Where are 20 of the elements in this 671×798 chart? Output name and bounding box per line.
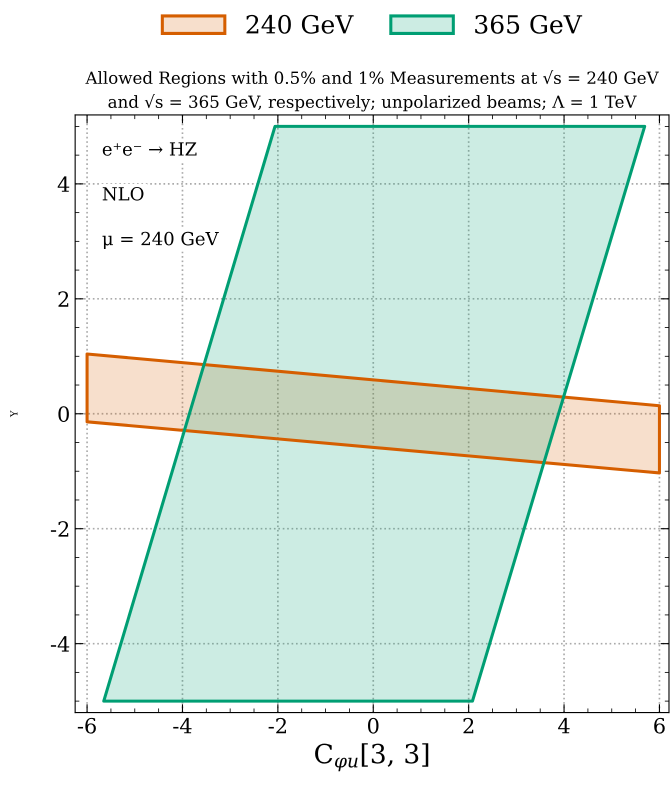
- x-tick-label: 6: [654, 718, 665, 734]
- x-tick-label: -6: [78, 718, 96, 734]
- y-tick-label: 4: [58, 176, 70, 192]
- y-tick-label: -4: [50, 636, 70, 652]
- annotation: μ = 240 GeV: [102, 232, 219, 249]
- y-axis-title: Y: [10, 410, 18, 418]
- annotation: NLO: [102, 186, 144, 201]
- x-tick-label: 4: [558, 718, 570, 734]
- y-tick-label: -2: [50, 521, 68, 537]
- legend-label: 365 GeV: [475, 14, 582, 34]
- x-tick-label: 0: [368, 718, 379, 734]
- x-tick-label: -2: [268, 718, 286, 734]
- annotation: e⁺e⁻ → HZ: [102, 142, 196, 156]
- y-tick-label: 2: [58, 291, 68, 307]
- x-tick-label: -4: [173, 718, 192, 734]
- y-tick-label: 0: [58, 406, 69, 422]
- x-axis-title: C$_{φu}$[3, 3]: [315, 743, 428, 772]
- legend-label: 240 GeV: [246, 14, 354, 34]
- x-tick-label: 2: [463, 718, 474, 734]
- chart-title: Allowed Regions with 0.5% and 1% Measurements at √s = 240 GeV and √s = 365 GeV, respectively; unpolarized beams; Λ = 1 TeV: [85, 70, 659, 112]
